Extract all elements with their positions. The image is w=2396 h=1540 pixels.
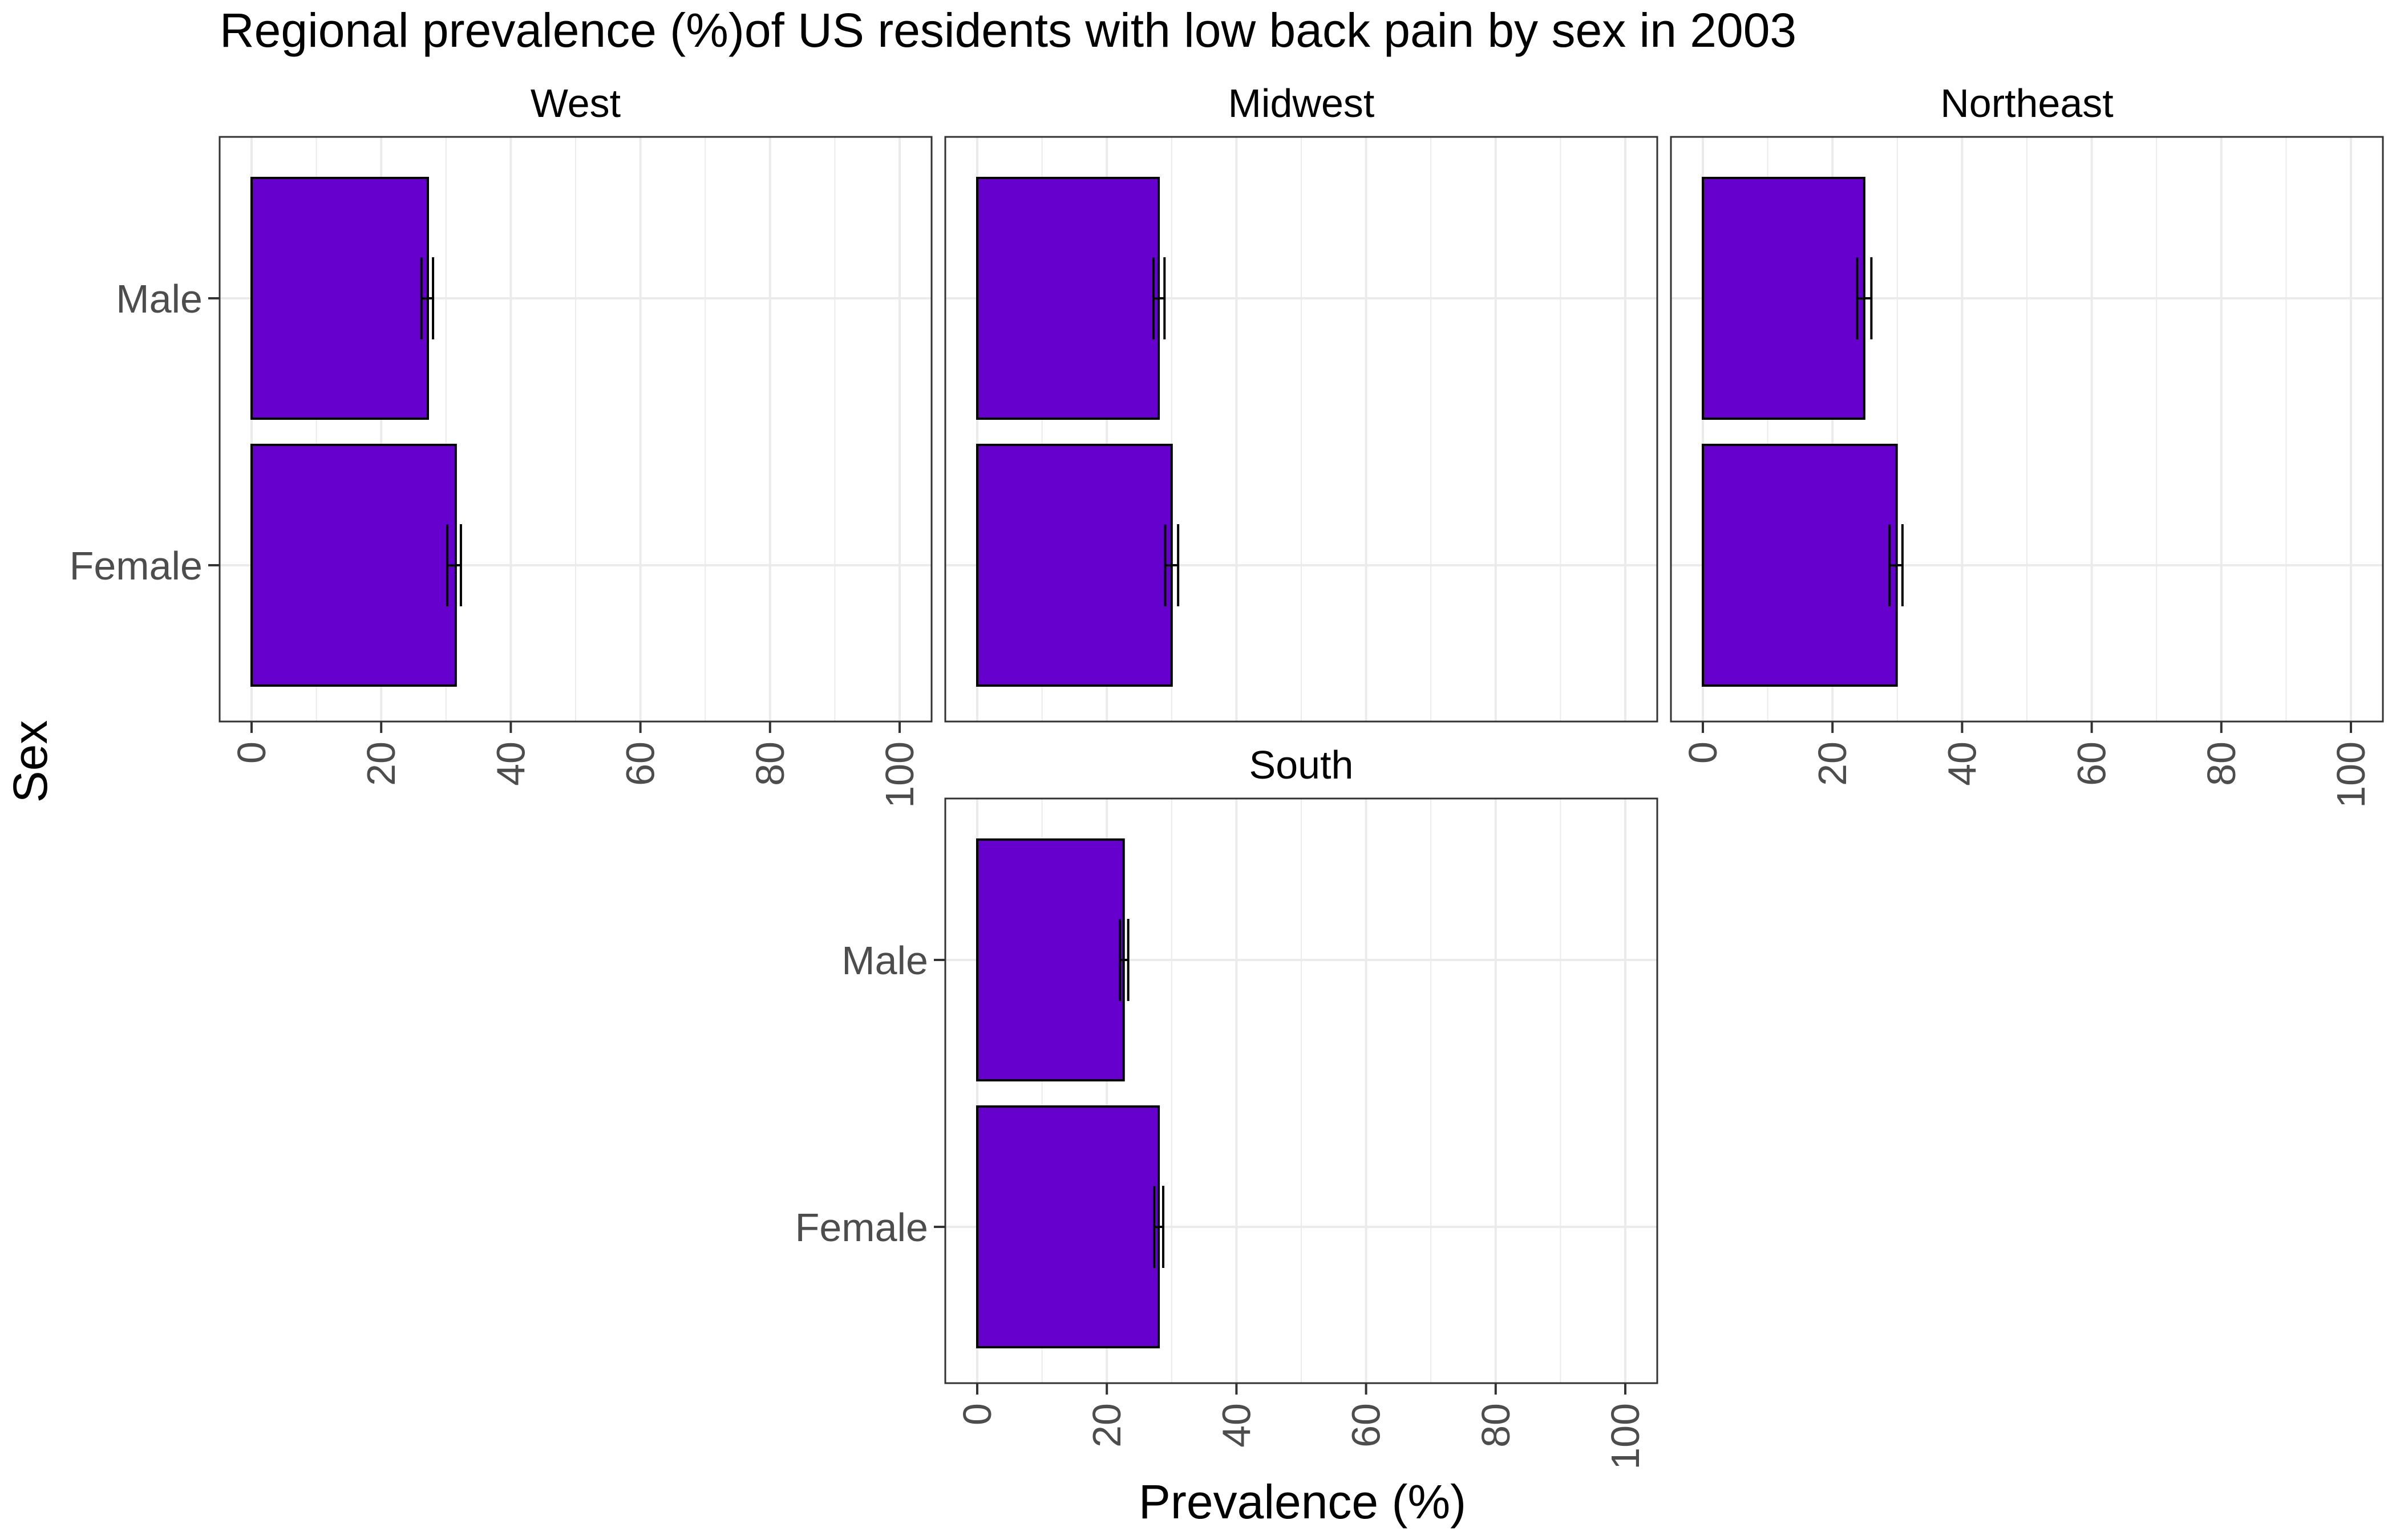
facet-midwest: Midwest — [944, 81, 1658, 723]
x-tick-label: 40 — [488, 741, 533, 786]
chart-title: Regional prevalence (%)of US residents w… — [220, 3, 1796, 57]
x-tick-label: 60 — [618, 741, 663, 786]
facet-title-midwest: Midwest — [1228, 81, 1375, 125]
error-bar-south-female — [1153, 1186, 1165, 1268]
error-bar-northeast-male — [1856, 257, 1873, 339]
facet-west: West Male Female 0 20 40 60 80 100 — [70, 81, 933, 808]
facet-title-west: West — [531, 81, 621, 125]
facet-northeast: Northeast 0 20 40 60 80 100 — [1670, 81, 2384, 808]
bar-south-female — [976, 1105, 1160, 1348]
x-tick-label: 100 — [877, 741, 922, 808]
y-tick-label-female: Female — [795, 1205, 928, 1250]
x-tick-label: 100 — [2329, 741, 2373, 808]
error-bar-west-female — [446, 524, 462, 606]
y-axis-title: Sex — [3, 720, 57, 803]
facet-title-northeast: Northeast — [1940, 81, 2113, 125]
x-tick-label: 20 — [1084, 1403, 1129, 1448]
facet-south: South Male Female 0 20 40 60 80 100 — [795, 743, 1658, 1470]
y-tick-label-male: Male — [116, 277, 203, 321]
x-tick-label: 20 — [359, 741, 403, 786]
error-bar-south-male — [1118, 919, 1130, 1001]
x-tick-label: 40 — [1940, 741, 1984, 786]
panel-border — [944, 797, 1658, 1384]
facet-title-south: South — [1249, 743, 1354, 787]
bar-west-male — [250, 177, 429, 420]
x-tick-label: 0 — [1681, 741, 1725, 764]
y-tick-label-male: Male — [841, 938, 928, 983]
bar-south-male — [976, 838, 1125, 1081]
error-bar-midwest-male — [1152, 257, 1166, 339]
bar-northeast-male — [1702, 177, 1865, 420]
x-tick-label: 80 — [748, 741, 792, 786]
error-bar-northeast-female — [1888, 524, 1904, 606]
x-tick-label: 20 — [1810, 741, 1855, 786]
x-tick-label: 100 — [1603, 1403, 1648, 1470]
facet-panels: West Male Female 0 20 40 60 80 100 Midwest Northea… — [70, 81, 2384, 1470]
panel-border — [1670, 136, 2384, 723]
x-axis-title: Prevalence (%) — [1139, 1475, 1466, 1529]
panel-border — [944, 136, 1658, 723]
error-bar-west-male — [420, 257, 435, 339]
error-bar-midwest-female — [1164, 524, 1180, 606]
y-tick-label-female: Female — [70, 544, 203, 588]
bar-west-female — [250, 444, 457, 687]
x-tick-label: 60 — [1344, 1403, 1389, 1448]
panel-border — [218, 136, 933, 723]
bar-midwest-male — [976, 177, 1160, 420]
x-tick-label: 80 — [1474, 1403, 1518, 1448]
bar-northeast-female — [1702, 444, 1898, 687]
bar-midwest-female — [976, 444, 1173, 687]
x-tick-label: 80 — [2199, 741, 2244, 786]
x-tick-label: 0 — [229, 741, 274, 764]
x-tick-label: 40 — [1214, 1403, 1258, 1448]
x-tick-label: 60 — [2070, 741, 2114, 786]
x-tick-label: 0 — [955, 1403, 999, 1425]
